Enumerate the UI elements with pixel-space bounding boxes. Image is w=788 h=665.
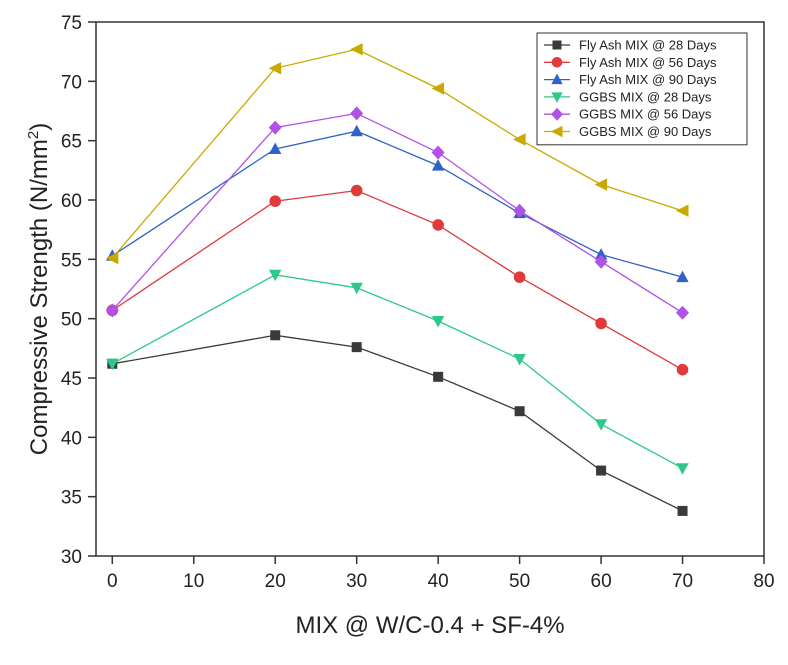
data-point: [676, 204, 689, 217]
x-tick-label: 0: [107, 571, 118, 592]
legend-item: GGBS MIX @ 90 Days: [544, 124, 712, 139]
data-point: [105, 303, 119, 318]
plot-frame: [95, 21, 765, 557]
data-point: [269, 269, 282, 282]
data-point: [431, 316, 445, 328]
data-point: [513, 354, 526, 366]
data-point: [513, 133, 526, 146]
x-tick-label: 60: [591, 571, 612, 592]
data-point: [594, 248, 608, 260]
legend-marker: [551, 57, 563, 68]
series-line: [111, 274, 683, 469]
legend-box: [536, 32, 748, 146]
data-point: [514, 406, 525, 417]
data-point: [350, 124, 363, 137]
data-point: [431, 145, 445, 160]
y-tick-label: 55: [61, 250, 82, 271]
legend-item: Fly Ash MIX @ 28 Days: [544, 38, 717, 53]
x-tick-label: 80: [753, 571, 774, 592]
data-point: [350, 106, 364, 121]
data-point: [350, 282, 363, 295]
data-point: [676, 463, 689, 475]
data-point: [676, 363, 689, 376]
data-point: [594, 178, 608, 191]
data-point: [270, 330, 281, 341]
legend-marker: [551, 73, 563, 85]
data-point: [594, 254, 608, 269]
data-point: [105, 251, 119, 265]
legend: Fly Ash MIX @ 28 Days Fly Ash MIX @ 56 Da…: [536, 32, 748, 146]
y-tick-label: 30: [61, 547, 82, 568]
data-point: [432, 219, 444, 231]
y-tick-label: 75: [61, 13, 82, 34]
data-point: [676, 305, 689, 320]
y-tick-label: 50: [61, 310, 82, 331]
data-point: [351, 342, 362, 353]
series-layer: [105, 43, 689, 516]
series-ggbs-mix-28-days: [106, 269, 689, 475]
legend-label: Fly Ash MIX @ 56 Days: [579, 55, 717, 70]
y-tick-label: 45: [61, 369, 82, 390]
data-point: [268, 120, 282, 135]
data-point: [269, 195, 282, 207]
y-tick-label: 60: [61, 191, 82, 212]
legend-label: Fly Ash MIX @ 28 Days: [579, 38, 717, 53]
data-point: [269, 142, 282, 154]
legend-marker: [551, 92, 563, 103]
legend-label: Fly Ash MIX @ 90 Days: [579, 72, 717, 87]
data-point: [513, 203, 527, 218]
y-axis-title-superscript: 2: [25, 131, 42, 139]
y-axis-title-close: ): [26, 123, 53, 131]
x-tick-label: 30: [346, 571, 367, 592]
data-point: [596, 465, 607, 476]
x-tick-label: 40: [428, 571, 449, 592]
data-point: [268, 62, 282, 75]
data-point: [595, 317, 607, 330]
data-point: [431, 159, 445, 171]
data-point: [431, 82, 445, 95]
y-tick-label: 70: [61, 72, 82, 93]
y-tick-label: 65: [61, 132, 82, 153]
legend-marker: [551, 107, 563, 121]
x-tick-label: 50: [509, 571, 530, 592]
legend-item: Fly Ash MIX @ 56 Days: [544, 55, 717, 70]
data-point: [676, 270, 689, 283]
series-fly-ash-mix-56-days: [106, 184, 689, 376]
x-tick-label: 10: [183, 571, 204, 592]
y-tick-label: 40: [61, 428, 82, 449]
legend-marker: [552, 40, 562, 50]
legend-label: GGBS MIX @ 56 Days: [579, 107, 712, 122]
x-tick-label: 20: [265, 571, 286, 592]
data-point: [106, 358, 119, 371]
axes-layer: 0 10 20 30 40 50 60 70 80 30 35 40 45 50 55 60 65 70 75: [61, 13, 775, 592]
data-point: [677, 505, 688, 516]
legend-item: GGBS MIX @ 28 Days: [544, 89, 712, 104]
data-point: [433, 371, 444, 382]
legend-item: Fly Ash MIX @ 90 Days: [544, 72, 717, 87]
data-point: [594, 419, 608, 431]
series-ggbs-mix-56-days: [105, 106, 689, 320]
y-axis-title: Compressive Strength (N/mm2): [25, 123, 53, 455]
data-point: [350, 184, 363, 197]
data-point: [350, 43, 363, 56]
legend-item: GGBS MIX @ 56 Days: [544, 107, 712, 122]
legend-label: GGBS MIX @ 28 Days: [579, 89, 712, 104]
series-line: [111, 189, 683, 371]
legend-label: GGBS MIX @ 90 Days: [579, 124, 712, 139]
series-line: [111, 130, 683, 278]
y-axis-title-main: Compressive Strength (N/mm: [26, 139, 53, 455]
x-tick-label: 70: [672, 571, 693, 592]
y-tick-label: 35: [61, 488, 82, 509]
x-axis-title: MIX @ W/C-0.4 + SF-4%: [295, 612, 564, 639]
legend-marker: [551, 125, 563, 138]
series-ggbs-mix-90-days: [105, 43, 689, 265]
data-point: [513, 271, 526, 283]
